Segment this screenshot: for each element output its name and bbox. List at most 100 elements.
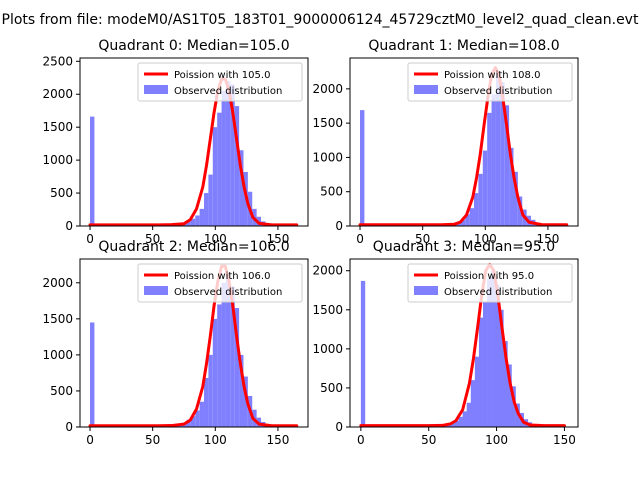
histogram-bar bbox=[450, 422, 455, 427]
legend-box bbox=[137, 62, 303, 102]
histogram-bar bbox=[190, 218, 196, 226]
y-tick-label: 1500 bbox=[312, 116, 343, 130]
histogram-bar bbox=[90, 116, 95, 226]
x-tick-label: 100 bbox=[474, 232, 497, 246]
y-tick-label: 2000 bbox=[42, 276, 73, 290]
x-tick-label: 0 bbox=[86, 232, 94, 246]
chart-title: Quadrant 1: Median=108.0 bbox=[368, 38, 559, 54]
histogram-bar bbox=[239, 150, 244, 226]
y-tick-label: 1500 bbox=[42, 120, 73, 134]
legend: Poission with 105.0 Observed distribution bbox=[137, 62, 303, 102]
histogram-bar bbox=[474, 193, 479, 226]
histogram-bar bbox=[221, 282, 226, 427]
y-tick-label: 500 bbox=[50, 186, 73, 200]
y-tick-label: 1000 bbox=[312, 150, 343, 164]
histogram-bar bbox=[360, 110, 365, 226]
y-tick-label: 0 bbox=[65, 219, 73, 233]
histogram-bar bbox=[212, 318, 218, 427]
histogram-bar bbox=[234, 308, 240, 427]
figure-suptitle: Plots from file: modeM0/AS1T05_183T01_90… bbox=[2, 12, 639, 28]
histogram-bar bbox=[460, 219, 466, 226]
histogram-bar bbox=[466, 402, 472, 427]
histogram-bar bbox=[478, 317, 484, 427]
histogram-bar bbox=[458, 416, 463, 427]
histogram-bar bbox=[491, 270, 496, 427]
x-tick-label: 150 bbox=[536, 232, 559, 246]
histogram-bar bbox=[90, 322, 95, 427]
legend-label-poisson: Poission with 106.0 bbox=[174, 271, 270, 282]
histogram-bar bbox=[456, 223, 461, 226]
histogram-bar bbox=[509, 147, 514, 226]
legend: Poission with 95.0 Observed distribution bbox=[407, 263, 573, 303]
histogram-bar bbox=[208, 354, 213, 427]
histogram-bar bbox=[465, 214, 470, 226]
legend-bar-swatch bbox=[414, 85, 438, 94]
histogram-bar bbox=[482, 150, 488, 226]
x-tick-label: 100 bbox=[485, 433, 508, 447]
x-tick-label: 50 bbox=[145, 433, 160, 447]
axes-frame bbox=[349, 57, 579, 227]
histogram-bar bbox=[230, 84, 235, 227]
histogram-bar bbox=[204, 377, 209, 427]
histogram-bar bbox=[495, 284, 500, 427]
histogram-bar bbox=[195, 410, 200, 427]
histogram-bar bbox=[212, 127, 218, 226]
histogram-bar bbox=[230, 286, 235, 427]
histogram-bar bbox=[507, 364, 512, 427]
histogram-bar bbox=[495, 73, 501, 226]
x-tick-label: 0 bbox=[357, 433, 365, 447]
y-tick-label: 1000 bbox=[42, 348, 73, 362]
histogram-bar bbox=[243, 376, 248, 427]
axes-frame bbox=[79, 57, 309, 227]
y-tick-label: 2000 bbox=[312, 82, 343, 96]
legend: Poission with 106.0 Observed distribution bbox=[137, 263, 303, 303]
histogram-bar bbox=[487, 112, 492, 226]
y-tick-label: 2000 bbox=[42, 87, 73, 101]
histogram-bar bbox=[469, 208, 475, 226]
y-tick-label: 500 bbox=[50, 384, 73, 398]
axes-frame bbox=[79, 258, 309, 428]
y-tick-label: 500 bbox=[320, 381, 343, 395]
histogram-bar bbox=[195, 215, 200, 226]
legend-label-observed: Observed distribution bbox=[444, 287, 552, 298]
chart-title: Quadrant 2: Median=106.0 bbox=[98, 239, 289, 255]
x-tick-label: 50 bbox=[415, 232, 430, 246]
y-tick-label: 0 bbox=[335, 219, 343, 233]
x-tick-label: 150 bbox=[266, 232, 289, 246]
legend-bar-swatch bbox=[144, 286, 168, 295]
histogram-bar bbox=[199, 208, 205, 226]
histogram-bar bbox=[500, 82, 505, 226]
histogram-bar bbox=[199, 401, 205, 427]
legend-label-poisson: Poission with 95.0 bbox=[444, 271, 534, 282]
legend-box bbox=[137, 263, 303, 303]
y-tick-label: 1500 bbox=[312, 303, 343, 317]
x-tick-label: 100 bbox=[204, 433, 227, 447]
x-tick-label: 0 bbox=[356, 232, 364, 246]
histogram-bar bbox=[462, 411, 467, 427]
axes-frame bbox=[349, 258, 579, 428]
histogram-bar bbox=[478, 173, 483, 226]
y-tick-label: 1500 bbox=[42, 312, 73, 326]
histogram-bar bbox=[217, 112, 222, 226]
x-tick-label: 150 bbox=[553, 433, 576, 447]
histogram-bar bbox=[234, 106, 240, 226]
histogram-bar bbox=[186, 221, 191, 226]
histogram-bar bbox=[499, 309, 504, 427]
y-tick-label: 1000 bbox=[42, 153, 73, 167]
histogram-bar bbox=[487, 278, 492, 427]
histogram-bar bbox=[190, 416, 196, 427]
legend-label-observed: Observed distribution bbox=[174, 86, 282, 97]
histogram-bar bbox=[208, 174, 213, 226]
histogram-bar bbox=[225, 81, 231, 226]
x-tick-label: 150 bbox=[266, 433, 289, 447]
histogram-bar bbox=[239, 354, 244, 427]
histogram-bar bbox=[517, 196, 523, 226]
histogram-bar bbox=[204, 193, 209, 226]
histogram-bar bbox=[221, 90, 226, 226]
histogram-bar bbox=[503, 341, 508, 427]
